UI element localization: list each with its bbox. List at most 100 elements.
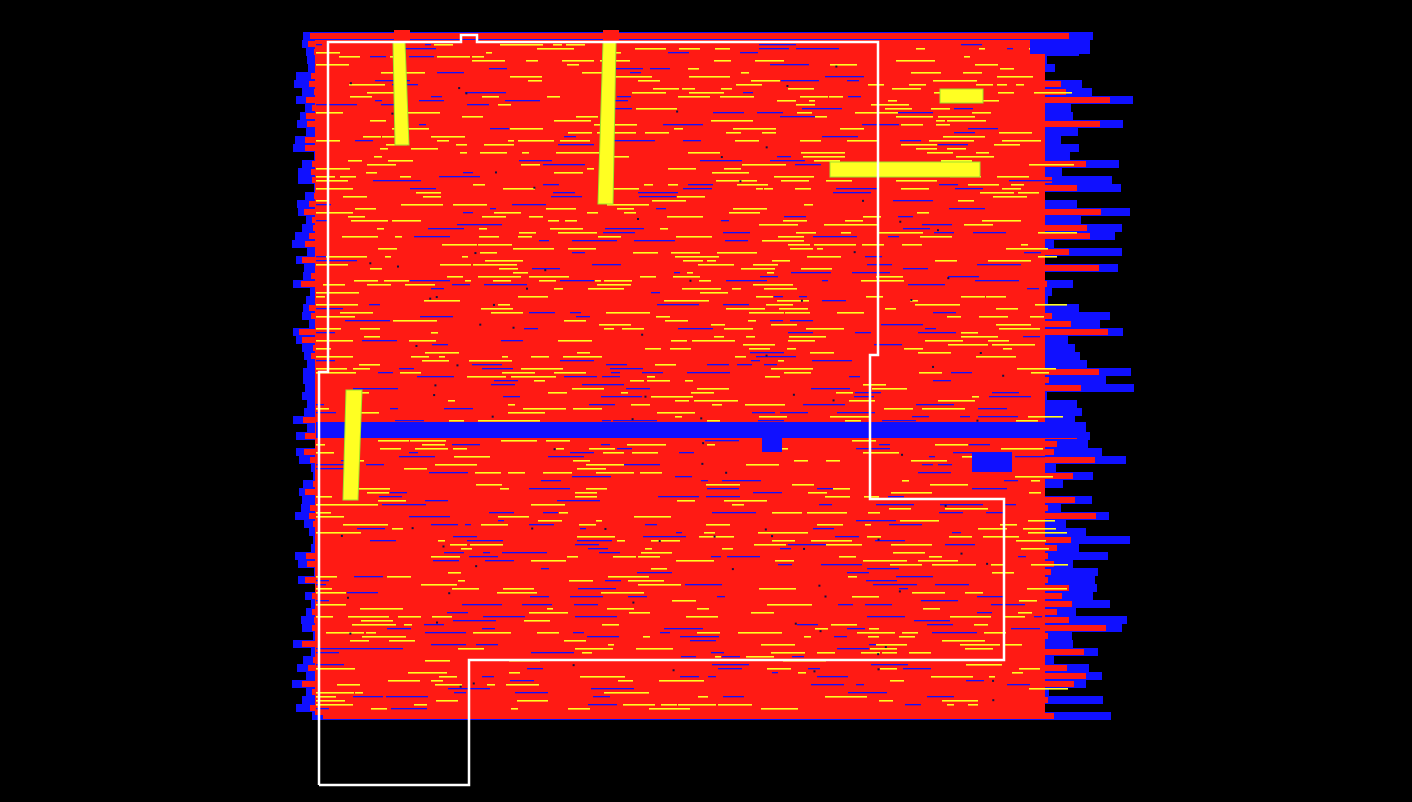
texture-dash-yellow [931, 108, 950, 110]
texture-dash-yellow [543, 472, 572, 474]
texture-dash-yellow [635, 48, 666, 50]
texture-dash-yellow [754, 544, 786, 546]
texture-dash-yellow [920, 236, 952, 238]
texture-dash-yellow [348, 616, 389, 618]
texture-dash-blue [973, 232, 1006, 234]
texture-dash-blue [674, 272, 680, 274]
texture-dash-blue [386, 696, 428, 698]
texture-dash-yellow [863, 384, 886, 386]
texture-dash-blue [527, 668, 543, 670]
texture-dash-yellow [406, 112, 440, 114]
texture-dash-blue [357, 528, 385, 530]
texture-dash-yellow [697, 608, 709, 610]
speckle [786, 84, 789, 87]
texture-dash-blue [939, 512, 963, 514]
texture-dash-yellow [529, 276, 569, 278]
texture-dash-blue [370, 56, 386, 58]
texture-dash-yellow [837, 312, 864, 314]
texture-dash-yellow [767, 604, 812, 606]
texture-dash-yellow [439, 356, 445, 358]
texture-dash-blue [613, 420, 657, 422]
texture-dash-yellow [482, 216, 506, 218]
texture-dash-yellow [732, 288, 741, 290]
texture-dash-blue [854, 396, 874, 398]
speckle [672, 669, 675, 672]
texture-dash-yellow [472, 56, 484, 58]
speckle [340, 534, 343, 537]
texture-dash-yellow [604, 328, 614, 330]
texture-dash-yellow [316, 696, 336, 698]
texture-dash-yellow [531, 560, 566, 562]
texture-dash-blue [949, 208, 985, 210]
texture-dash-yellow [999, 328, 1040, 330]
texture-dash-yellow [388, 680, 420, 682]
texture-dash-blue [626, 388, 650, 390]
texture-dash-blue [788, 332, 813, 334]
texture-dash-blue [316, 708, 329, 710]
texture-dash-yellow [938, 400, 975, 402]
texture-dash-yellow [864, 496, 879, 498]
texture-dash-yellow [1000, 68, 1014, 70]
speckle [792, 393, 795, 396]
texture-dash-yellow [645, 348, 661, 350]
texture-dash-yellow [891, 544, 932, 546]
field-boundary[interactable] [317, 33, 1006, 787]
texture-dash-blue [482, 676, 494, 678]
texture-dash-yellow [868, 84, 884, 86]
texture-dash-yellow [817, 652, 835, 654]
texture-dash-blue [605, 580, 621, 582]
texture-dash-yellow [777, 100, 796, 102]
texture-dash-blue [912, 416, 929, 418]
speckle [901, 453, 904, 456]
texture-dash-blue [835, 536, 859, 538]
texture-dash-yellow [651, 396, 693, 398]
texture-dash-yellow [508, 404, 515, 406]
texture-dash-yellow [647, 380, 670, 382]
texture-dash-blue [589, 404, 615, 406]
texture-dash-blue [462, 604, 502, 606]
texture-dash-yellow [409, 340, 436, 342]
texture-dash-yellow [401, 204, 443, 206]
texture-dash-yellow [377, 228, 384, 230]
texture-dash-yellow [935, 260, 957, 262]
texture-dash-yellow [411, 356, 429, 358]
texture-dash-yellow [722, 548, 733, 550]
texture-dash-yellow [880, 668, 897, 670]
texture-dash-yellow [1029, 492, 1041, 494]
texture-dash-blue [391, 708, 427, 710]
texture-dash-yellow [380, 448, 401, 450]
texture-dash-blue [601, 396, 642, 398]
texture-dash-blue [485, 560, 514, 562]
texture-dash-yellow [830, 416, 871, 418]
texture-dash-yellow [915, 304, 960, 306]
texture-dash-yellow [825, 496, 850, 498]
speckle [636, 217, 639, 220]
texture-dash-yellow [682, 88, 695, 90]
texture-dash-yellow [771, 652, 805, 654]
texture-dash-blue [605, 228, 644, 230]
texture-dash-yellow [788, 340, 815, 342]
texture-dash-yellow [673, 276, 700, 278]
texture-dash-yellow [790, 248, 813, 250]
texture-dash-yellow [480, 152, 507, 154]
texture-dash-yellow [510, 128, 543, 130]
speckle [862, 199, 865, 202]
texture-dash-blue [680, 676, 699, 678]
texture-dash-yellow [932, 564, 976, 566]
texture-dash-yellow [753, 284, 793, 286]
texture-dash-blue [954, 132, 975, 134]
texture-dash-yellow [746, 464, 779, 466]
texture-dash-blue [803, 404, 845, 406]
texture-dash-yellow [610, 76, 652, 78]
texture-dash-yellow [746, 336, 755, 338]
texture-dash-yellow [795, 188, 811, 190]
speckle [492, 303, 495, 306]
texture-dash-yellow [724, 500, 767, 502]
texture-dash-yellow [840, 128, 864, 130]
texture-dash-yellow [421, 584, 457, 586]
texture-dash-yellow [1002, 188, 1021, 190]
texture-dash-blue [482, 628, 495, 630]
texture-dash-yellow [925, 340, 963, 342]
